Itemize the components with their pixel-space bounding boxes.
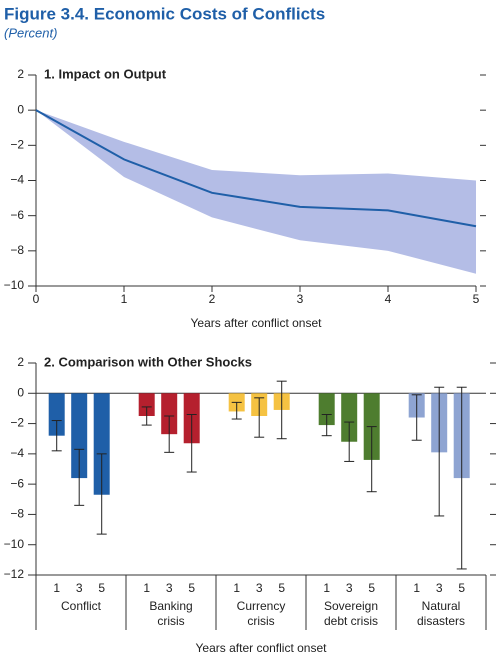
group-label: Banking [149, 599, 192, 613]
bar [48, 393, 65, 436]
group-label: crisis [247, 614, 274, 628]
y-tick-label: 0 [17, 385, 24, 399]
x-tick-label: 4 [385, 292, 392, 306]
group-label: Natural [422, 599, 461, 613]
line-series [35, 109, 477, 228]
y-tick-label: −8 [10, 243, 24, 257]
bar [138, 393, 155, 416]
group-label: debt crisis [324, 614, 378, 628]
group-label: Currency [237, 599, 286, 613]
bar [161, 393, 178, 435]
x-tick-label: 1 [233, 581, 240, 595]
group-label: Sovereign [324, 599, 378, 613]
x-tick-label: 1 [323, 581, 330, 595]
x-tick-label: 3 [256, 581, 263, 595]
figure-title: Figure 3.4. Economic Costs of Conflicts [4, 4, 325, 23]
x-tick-label: 5 [188, 581, 195, 595]
panel-title: 1. Impact on Output [44, 66, 167, 81]
x-tick-label: 3 [76, 581, 83, 595]
group-label: crisis [157, 614, 184, 628]
x-tick-label: 0 [33, 292, 40, 306]
x-tick-label: 5 [278, 581, 285, 595]
y-tick-label: −6 [10, 208, 24, 222]
y-tick-label: −4 [10, 173, 24, 187]
x-axis-label: Years after conflict onset [191, 316, 323, 330]
x-tick-label: 1 [121, 292, 128, 306]
x-tick-label: 5 [458, 581, 465, 595]
x-tick-label: 1 [53, 581, 60, 595]
bar [71, 393, 88, 479]
x-tick-label: 3 [166, 581, 173, 595]
bar [318, 393, 335, 426]
x-tick-label: 3 [297, 292, 304, 306]
x-tick-label: 5 [368, 581, 375, 595]
y-tick-label: 2 [17, 355, 24, 369]
x-tick-label: 5 [473, 292, 480, 306]
confidence-band [36, 110, 476, 274]
y-tick-label: −10 [4, 278, 25, 292]
y-tick-label: 2 [17, 67, 24, 81]
bar [93, 393, 110, 495]
bar [341, 393, 358, 442]
y-tick-label: 0 [17, 102, 24, 116]
y-tick-label: −8 [10, 507, 24, 521]
y-tick-label: −12 [4, 567, 25, 581]
x-axis-label: Years after conflict onset [196, 641, 328, 655]
y-tick-label: −4 [10, 446, 24, 460]
y-tick-label: −6 [10, 476, 24, 490]
x-tick-label: 1 [143, 581, 150, 595]
x-tick-label: 1 [413, 581, 420, 595]
x-tick-label: 2 [209, 292, 216, 306]
x-tick-label: 3 [436, 581, 443, 595]
y-tick-label: −2 [10, 138, 24, 152]
y-tick-label: −2 [10, 416, 24, 430]
group-label: Conflict [61, 599, 102, 613]
figure-subtitle: (Percent) [4, 25, 57, 40]
group-label: disasters [417, 614, 465, 628]
y-tick-label: −10 [4, 537, 25, 551]
x-tick-label: 3 [346, 581, 353, 595]
x-tick-label: 5 [98, 581, 105, 595]
panel-title: 2. Comparison with Other Shocks [44, 354, 252, 369]
